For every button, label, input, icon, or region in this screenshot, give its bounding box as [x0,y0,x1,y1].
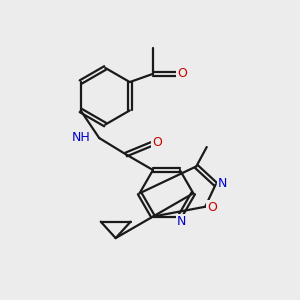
Text: NH: NH [72,131,91,144]
Text: O: O [207,201,217,214]
Text: O: O [177,68,187,80]
Text: O: O [152,136,162,149]
Text: N: N [218,177,227,190]
Text: N: N [177,215,186,228]
